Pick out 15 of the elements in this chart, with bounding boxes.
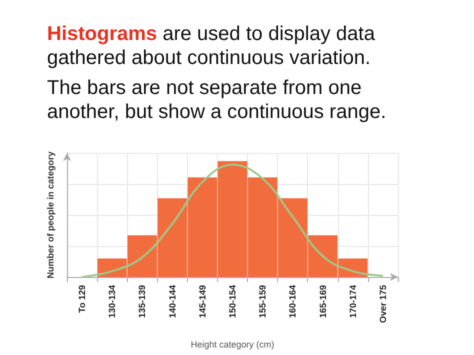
x-tick-label: 130-134	[107, 285, 118, 318]
x-tick-label: 165-169	[318, 285, 328, 318]
x-tick-label: To 129	[77, 285, 88, 313]
x-tick-label: 150-154	[228, 285, 238, 318]
x-tick-label: 135-139	[137, 285, 148, 318]
x-tick-label: 155-159	[258, 285, 268, 318]
y-axis-title: Number of people in category	[46, 151, 56, 279]
x-tick-label: Over 175	[378, 285, 388, 324]
x-tick-label: 140-144	[167, 285, 178, 318]
x-tick-label: 170-174	[348, 285, 358, 318]
x-axis-title: Height category (cm)	[190, 340, 274, 350]
chart-subtitle: The bars are not separate from one another, but show a continuous range.	[47, 76, 388, 124]
x-tick-label: 160-164	[288, 285, 298, 318]
chart-title: Histograms are used to display data gathered about continuous variation.	[47, 22, 376, 70]
x-tick-label: 145-149	[197, 285, 208, 318]
